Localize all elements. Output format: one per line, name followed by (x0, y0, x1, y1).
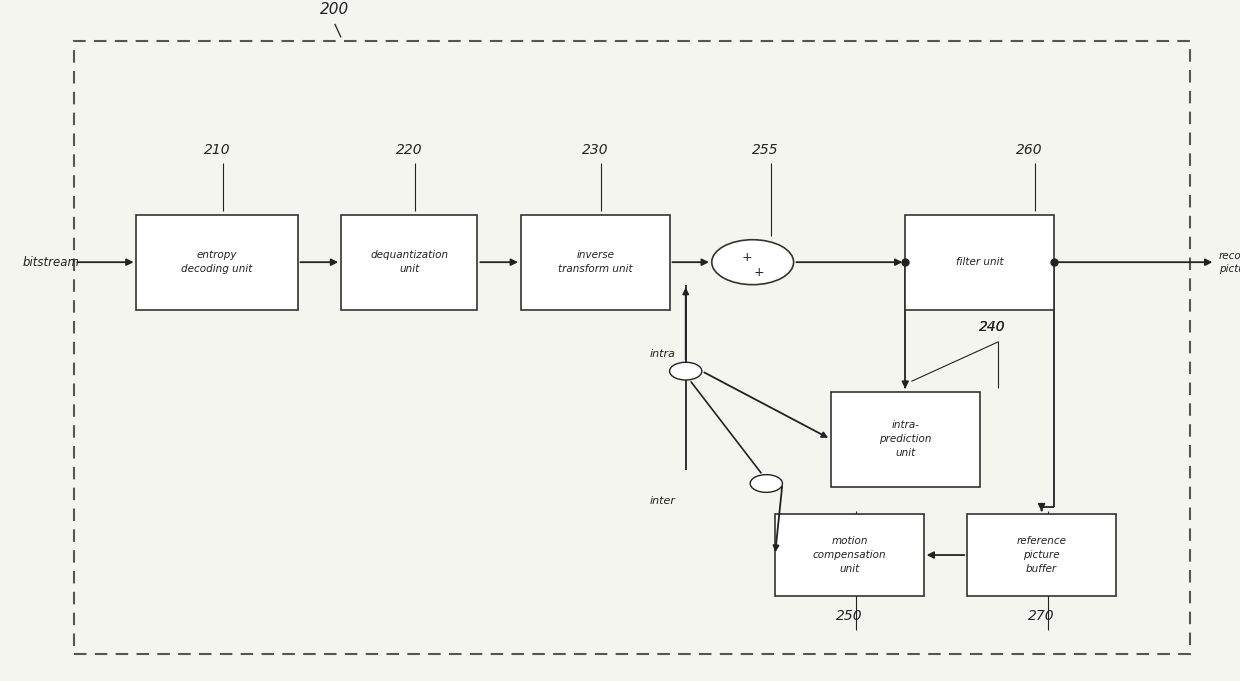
Text: dequantization
unit: dequantization unit (370, 250, 449, 274)
Bar (775, 514, 924, 596)
Text: 240: 240 (978, 319, 1006, 334)
Bar (136, 215, 298, 310)
Text: 260: 260 (1016, 142, 1043, 157)
Text: 240: 240 (978, 319, 1006, 334)
Circle shape (750, 475, 782, 492)
Circle shape (712, 240, 794, 285)
Text: 250: 250 (836, 609, 863, 623)
Text: entropy
decoding unit: entropy decoding unit (181, 250, 253, 274)
Text: bitstream: bitstream (22, 255, 79, 269)
Text: inter: inter (650, 496, 676, 505)
Text: inverse
transform unit: inverse transform unit (558, 250, 632, 274)
Text: 255: 255 (751, 142, 779, 157)
Text: intra: intra (650, 349, 676, 359)
Text: 210: 210 (203, 142, 231, 157)
Text: 230: 230 (582, 142, 609, 157)
Bar (905, 215, 1054, 310)
Text: reference
picture
buffer: reference picture buffer (1017, 536, 1066, 574)
Text: filter unit: filter unit (956, 257, 1003, 267)
Text: motion
compensation
unit: motion compensation unit (812, 536, 887, 574)
Text: +: + (754, 266, 764, 279)
Text: intra-
prediction
unit: intra- prediction unit (879, 420, 931, 458)
Text: 200: 200 (320, 2, 350, 17)
Text: 270: 270 (1028, 609, 1055, 623)
Bar (341, 215, 477, 310)
Bar (521, 215, 670, 310)
Text: +: + (742, 251, 751, 264)
Bar (831, 392, 980, 487)
Text: 220: 220 (396, 142, 423, 157)
Bar (967, 514, 1116, 596)
Text: reconstructed
picture: reconstructed picture (1219, 251, 1240, 274)
Circle shape (670, 362, 702, 380)
